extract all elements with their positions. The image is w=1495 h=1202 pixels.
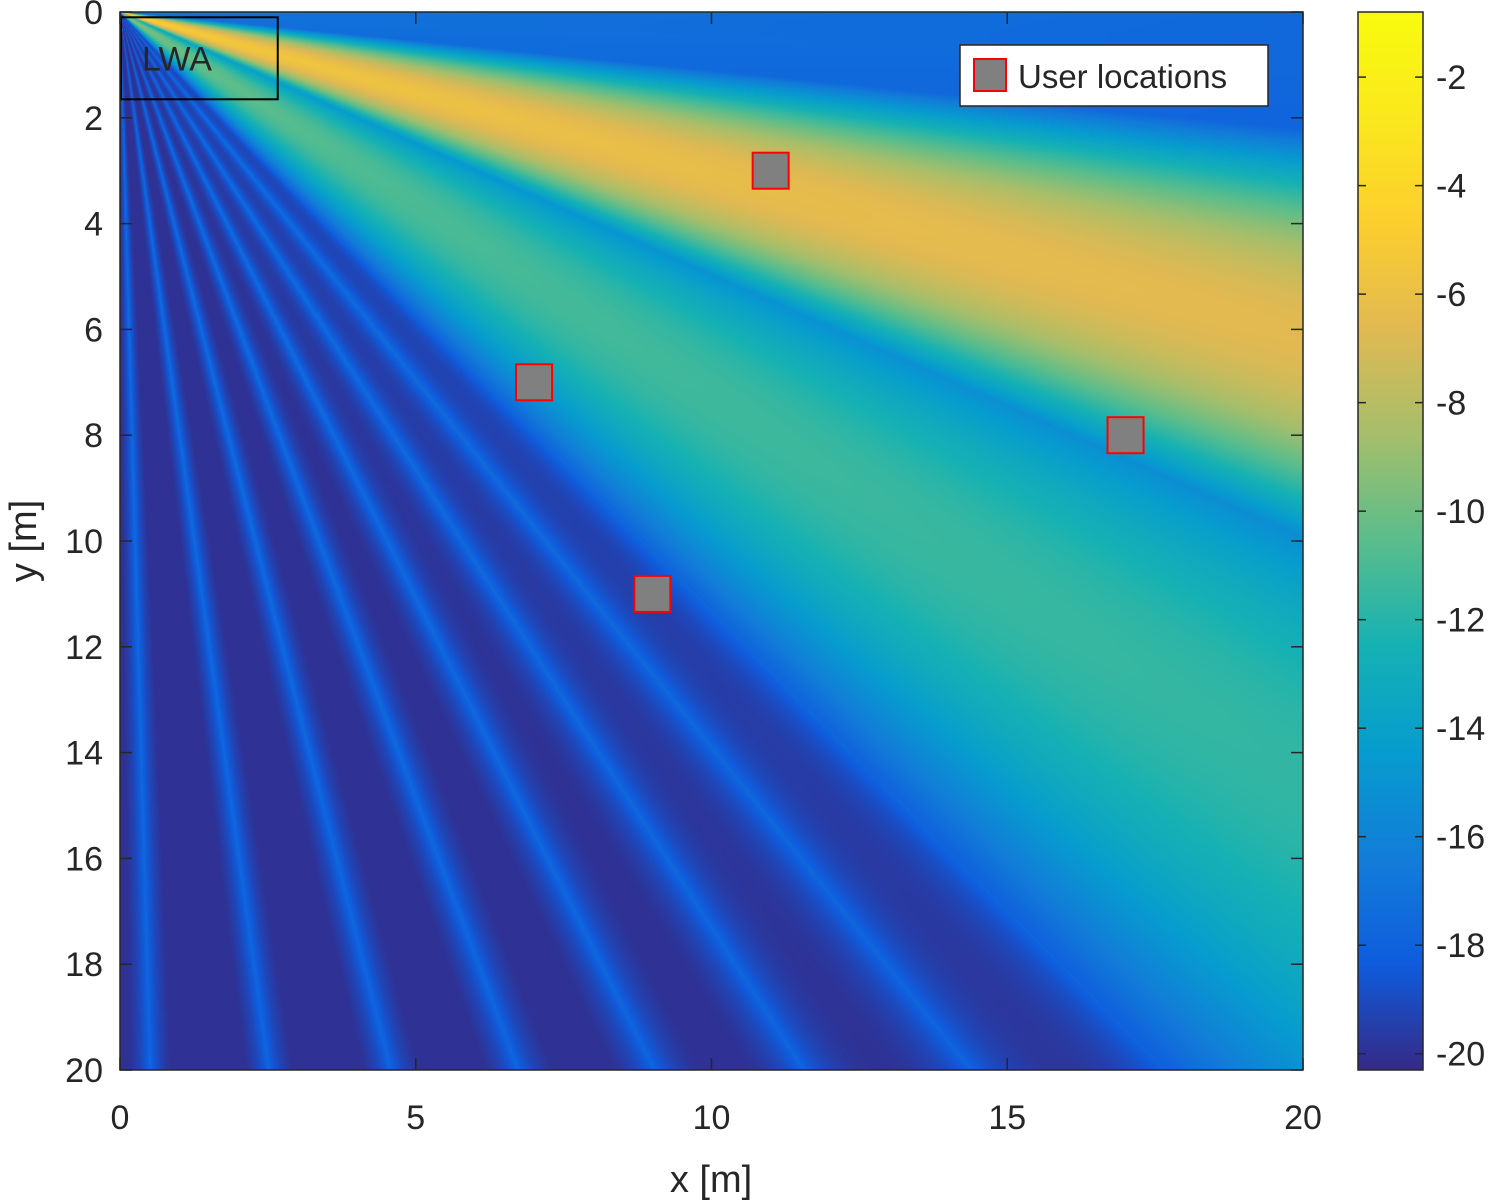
y-tick-label: 6 — [84, 311, 103, 349]
colorbar-gradient — [1358, 12, 1423, 1070]
y-tick-label: 2 — [84, 100, 103, 138]
colorbar-ticks: -2 -4 -6 -8 -10 -12 -14 -16 -18 -20 — [1358, 59, 1485, 1074]
colorbar-image-container — [1358, 12, 1423, 1070]
heatmap-image-container — [120, 12, 1303, 1070]
y-tick-label: 16 — [65, 840, 103, 878]
colorbar-tick-label: -6 — [1436, 276, 1466, 314]
x-tick-label: 5 — [406, 1099, 425, 1137]
colorbar-box — [1357, 11, 1424, 1071]
legend-label: User locations — [1018, 58, 1227, 95]
lwa-annotation: LWA — [120, 16, 279, 101]
colorbar-tick-label: -14 — [1436, 710, 1485, 748]
colorbar-tick-label: -20 — [1436, 1036, 1485, 1074]
y-tick-label: 14 — [65, 735, 103, 773]
y-tick-label: 20 — [65, 1052, 103, 1090]
user-location-marker — [633, 574, 672, 613]
colorbar-tick-label: -16 — [1436, 819, 1485, 857]
y-axis-title: y [m] — [3, 500, 45, 582]
x-tick-label: 10 — [693, 1099, 731, 1137]
y-tick-label: 12 — [65, 629, 103, 667]
colorbar-tick-label: -18 — [1436, 927, 1485, 965]
colorbar-tick-label: -2 — [1436, 59, 1466, 97]
x-axis-title: x [m] — [670, 1159, 752, 1201]
legend-box — [959, 44, 1269, 107]
colorbar-tick-label: -10 — [1436, 493, 1485, 531]
y-tick-label: 10 — [65, 523, 103, 561]
x-tick-label: 0 — [111, 1099, 130, 1137]
lwa-annotation-label: LWA — [142, 40, 212, 78]
legend: User locations — [959, 44, 1269, 107]
heatmap-plot — [120, 12, 1303, 1070]
colorbar: -2 -4 -6 -8 -10 -12 -14 -16 -18 -20 — [1357, 11, 1485, 1074]
y-tick-label: 8 — [84, 417, 103, 455]
colorbar-tick-label: -4 — [1436, 168, 1466, 206]
user-location-marker — [1106, 416, 1145, 455]
x-tick-label: 15 — [988, 1099, 1026, 1137]
legend-marker — [973, 58, 1007, 92]
y-tick-label: 4 — [84, 206, 103, 244]
y-tick-label: 0 — [84, 0, 103, 32]
lwa-annotation-box — [120, 16, 279, 101]
x-tick-label: 20 — [1284, 1099, 1322, 1137]
user-location-marker — [751, 151, 790, 190]
y-tick-label: 18 — [65, 946, 103, 984]
y-axis: 0 2 4 6 8 10 12 14 16 18 20 — [65, 0, 1303, 1090]
user-location-markers — [515, 151, 1145, 613]
heatmap-image — [120, 12, 1303, 1070]
colorbar-tick-label: -8 — [1436, 385, 1466, 423]
colorbar-tick-label: -12 — [1436, 602, 1485, 640]
user-location-marker — [515, 363, 554, 402]
x-axis: 0 5 10 15 20 — [111, 12, 1322, 1137]
